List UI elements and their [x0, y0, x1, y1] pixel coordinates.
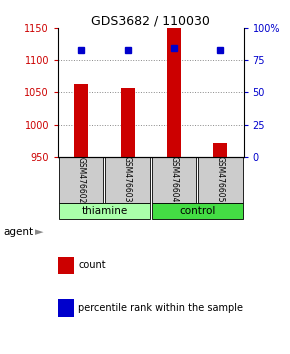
Text: GSM476605: GSM476605	[216, 156, 225, 203]
Text: agent: agent	[3, 227, 33, 237]
FancyBboxPatch shape	[59, 156, 104, 203]
Bar	[121, 88, 135, 156]
FancyBboxPatch shape	[152, 203, 243, 219]
FancyBboxPatch shape	[152, 156, 196, 203]
Title: GDS3682 / 110030: GDS3682 / 110030	[91, 14, 210, 27]
Text: ►: ►	[35, 227, 44, 237]
FancyBboxPatch shape	[59, 203, 150, 219]
Text: GSM476603: GSM476603	[123, 156, 132, 203]
Bar	[74, 84, 88, 156]
Bar	[167, 28, 181, 156]
FancyBboxPatch shape	[105, 156, 150, 203]
Bar	[213, 143, 227, 156]
Text: GSM476602: GSM476602	[77, 156, 86, 203]
Text: GSM476604: GSM476604	[169, 156, 179, 203]
Text: thiamine: thiamine	[81, 206, 128, 216]
FancyBboxPatch shape	[198, 156, 243, 203]
Text: count: count	[78, 261, 106, 270]
Text: control: control	[179, 206, 215, 216]
Text: percentile rank within the sample: percentile rank within the sample	[78, 303, 243, 313]
